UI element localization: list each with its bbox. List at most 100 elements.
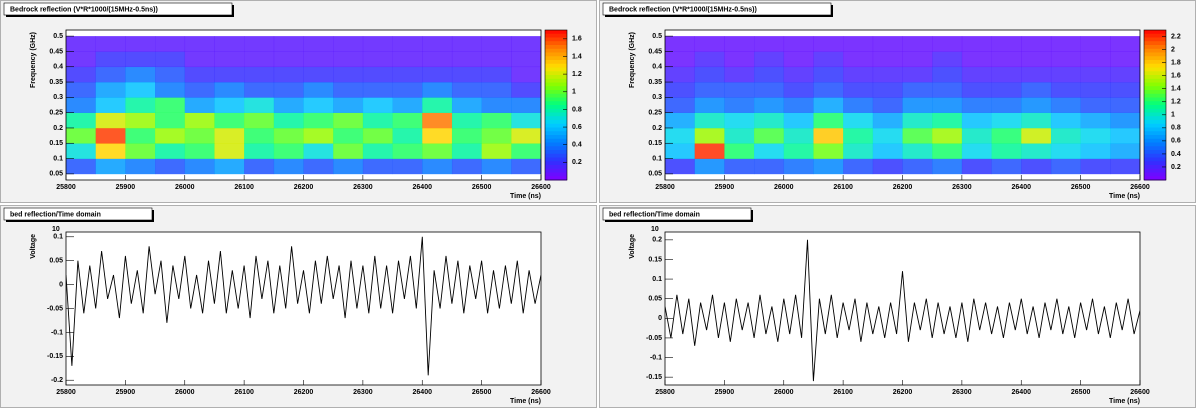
contour-cell xyxy=(214,66,245,83)
x-tick-label: 26100 xyxy=(833,184,853,191)
contour-cell xyxy=(665,51,695,68)
contour-cell xyxy=(961,82,992,98)
contour-cell xyxy=(1110,66,1140,83)
contour-cell xyxy=(511,97,541,113)
contour-cell xyxy=(783,97,814,113)
contour-cell xyxy=(1110,51,1140,68)
y-tick-label: 0.1 xyxy=(652,155,662,162)
palette-step xyxy=(1144,176,1166,181)
contour-cell xyxy=(991,36,1022,52)
contour-cell xyxy=(481,97,512,113)
x-tick-label: 25800 xyxy=(655,389,675,396)
palette-step xyxy=(1144,97,1166,102)
palette-step xyxy=(1144,52,1166,57)
contour-cell xyxy=(991,158,1022,175)
x-tick-label: 26600 xyxy=(531,184,551,191)
contour-cell xyxy=(902,97,933,113)
palette-tick-label: 1.2 xyxy=(1171,99,1181,106)
contour-cell xyxy=(333,158,364,175)
contour-cell xyxy=(95,158,126,175)
contour-cell xyxy=(155,112,186,129)
contour-cell xyxy=(244,143,275,159)
contour-cell xyxy=(932,158,963,175)
contour-cell xyxy=(1080,112,1111,129)
contour-cell xyxy=(303,158,334,175)
contour-cell xyxy=(214,158,245,175)
contour-cell xyxy=(125,127,156,144)
palette-step xyxy=(1144,123,1166,128)
contour-cell xyxy=(724,36,755,52)
contour-cell xyxy=(872,51,903,68)
palette-step xyxy=(545,168,567,173)
y-tick-label: -0.2 xyxy=(51,377,63,384)
contour-cell xyxy=(1050,143,1081,159)
x-axis-label: Time (ns) xyxy=(510,398,541,405)
x-tick-label: 25800 xyxy=(56,184,76,191)
y-tick-label: 0.2 xyxy=(53,125,63,132)
contour-cell xyxy=(511,36,541,52)
contour-cell xyxy=(694,158,725,175)
palette-step xyxy=(1144,67,1166,72)
palette-step xyxy=(1144,90,1166,95)
contour-cell xyxy=(843,51,874,68)
palette-step xyxy=(1144,33,1166,38)
contour-cell xyxy=(273,112,304,129)
contour-cell xyxy=(902,82,933,98)
contour-cell xyxy=(754,112,785,129)
palette-step xyxy=(1144,146,1166,151)
frame xyxy=(665,232,1140,385)
contour-cell xyxy=(1021,158,1052,175)
contour-cell xyxy=(1080,82,1111,98)
contour-cell xyxy=(511,66,541,83)
contour-cell xyxy=(481,66,512,83)
y-tick-label: 0.3 xyxy=(53,94,63,101)
contour-cell xyxy=(843,82,874,98)
palette-step xyxy=(1144,165,1166,170)
contour-cell xyxy=(333,127,364,144)
contour-cell xyxy=(125,51,156,68)
contour-cell xyxy=(214,36,245,52)
contour-cell xyxy=(1021,51,1052,68)
contour-cell xyxy=(961,51,992,68)
palette-step xyxy=(545,60,567,65)
palette-step xyxy=(1144,127,1166,132)
contour-cell xyxy=(273,51,304,68)
contour-cell xyxy=(843,143,874,159)
palette-step xyxy=(1144,48,1166,53)
contour-cell xyxy=(244,36,275,52)
palette-step xyxy=(545,82,567,87)
palette-step xyxy=(545,52,567,57)
palette-tick-label: 0.8 xyxy=(572,106,582,113)
contour-cell xyxy=(214,51,245,68)
x-tick-label: 25900 xyxy=(715,184,735,191)
contour-cell xyxy=(66,82,96,98)
y-tick-label: 0.4 xyxy=(53,64,63,71)
y-tick-label: 0.5 xyxy=(53,33,63,40)
palette-step xyxy=(1144,112,1166,117)
y-tick-label: 0.15 xyxy=(648,140,662,147)
contour-cell xyxy=(392,82,423,98)
contour-cell xyxy=(1080,97,1111,113)
contour-cell xyxy=(451,66,482,83)
chart-title: Bedrock reflection (V*R*1000/(15MHz-0.5n… xyxy=(10,6,158,13)
palette-step xyxy=(545,78,567,83)
contour-cell xyxy=(333,82,364,98)
contour-cell xyxy=(961,143,992,159)
contour-cell xyxy=(1110,97,1140,113)
contour-cell xyxy=(694,143,725,159)
palette-step xyxy=(1144,135,1166,140)
contour-cell xyxy=(184,97,215,113)
x-tick-label: 25900 xyxy=(116,389,136,396)
contour-cell xyxy=(902,66,933,83)
contour-cell xyxy=(961,127,992,144)
contour-cell xyxy=(422,158,453,175)
y-tick-label: 0.35 xyxy=(49,79,63,86)
contour-cell xyxy=(694,97,725,113)
contour-cell xyxy=(1110,127,1140,144)
contour-cell xyxy=(1050,112,1081,129)
contour-cell xyxy=(244,158,275,175)
contour-cell xyxy=(932,82,963,98)
palette-frame xyxy=(1143,29,1167,181)
contour-cell xyxy=(244,127,275,144)
x-tick-label: 26300 xyxy=(952,389,972,396)
